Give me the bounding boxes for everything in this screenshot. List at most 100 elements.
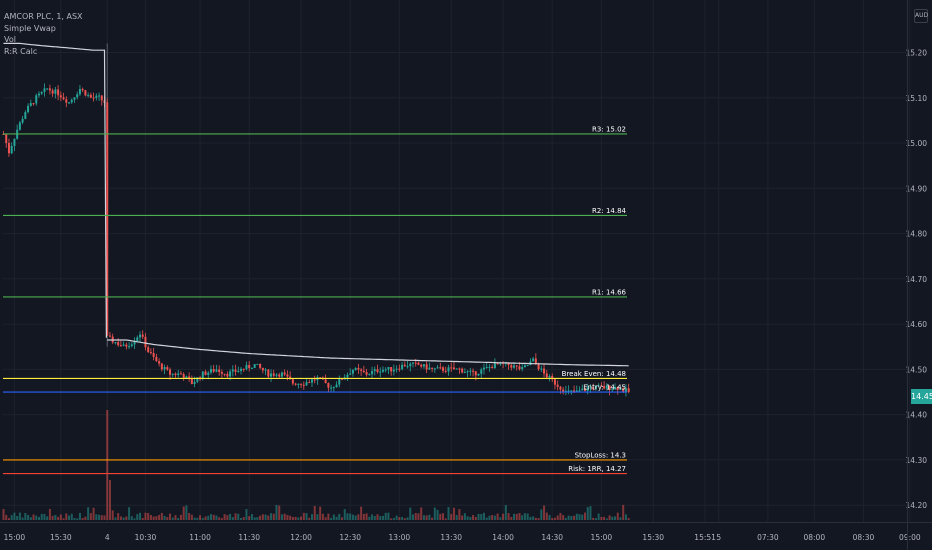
volume-bar [68, 515, 71, 520]
volume-bar [529, 516, 532, 520]
volume-bar [594, 518, 597, 520]
candle-body [48, 88, 51, 91]
volume-bar [76, 518, 79, 520]
candle-body [373, 369, 376, 371]
candle-body [406, 366, 409, 368]
candle-body [275, 374, 278, 376]
candle-body [614, 386, 617, 390]
volume-bar [357, 514, 360, 520]
time-tick-label: 5 [716, 533, 721, 542]
volume-bar [204, 516, 207, 520]
volume-bar [245, 509, 248, 520]
candle-body [575, 390, 578, 392]
candle-body [455, 368, 458, 370]
candle-body [160, 363, 163, 370]
volume-bar [259, 515, 262, 520]
candle-body [10, 145, 13, 154]
volume-bar [466, 516, 469, 520]
candle-body [207, 372, 210, 375]
candle-body [442, 367, 445, 371]
volume-bar [62, 518, 65, 520]
time-tick-label: 14:30 [541, 533, 563, 542]
candle-body [485, 366, 488, 368]
volume-bar [455, 515, 458, 520]
candle-body [414, 362, 417, 364]
candle-body [381, 369, 384, 372]
candle-body [122, 344, 125, 346]
candle-body [477, 373, 480, 376]
volume-bar [300, 516, 303, 520]
legend-symbol[interactable]: AMCOR PLC, 1, ASX [4, 12, 83, 21]
candle-body [264, 369, 267, 371]
volume-bar [573, 515, 576, 520]
candle-body [204, 371, 207, 375]
legend-indicator-vwap[interactable]: Simple Vwap [4, 23, 56, 33]
volume-bar [376, 514, 379, 520]
candle-body [594, 385, 597, 390]
candle-body [169, 369, 172, 375]
level-label-r2: R2: 14.84 [592, 207, 626, 215]
volume-bar [40, 513, 43, 520]
volume-bar [360, 506, 363, 520]
candle-body [130, 344, 133, 347]
candle-body [185, 376, 188, 379]
volume-bar [117, 513, 120, 520]
volume-bar [439, 513, 442, 520]
time-tick-label: 12:30 [339, 533, 361, 542]
volume-bar [270, 513, 273, 520]
candle-body [349, 373, 352, 375]
volume-bar [540, 509, 543, 520]
volume-bar [398, 517, 401, 520]
volume-bar [218, 517, 221, 520]
time-tick-label: 15:00 [591, 533, 613, 542]
candle-body [458, 368, 461, 370]
volume-bar [171, 517, 174, 520]
candle-body [108, 335, 111, 337]
volume-bar [119, 516, 122, 520]
volume-bar [581, 514, 584, 520]
volume-bar [122, 517, 125, 520]
candle-body [392, 369, 395, 372]
candle-body [469, 370, 472, 372]
volume-bar [513, 513, 516, 520]
candle-body [212, 369, 215, 372]
level-label-r3: R3: 15.02 [592, 125, 626, 133]
candle-body [463, 372, 466, 374]
candle-body [231, 369, 234, 372]
candle-body [128, 346, 131, 348]
level-label-risk: Risk: 1RR, 14.27 [568, 465, 626, 473]
level-label-stoploss: StopLoss: 14.3 [575, 451, 626, 459]
volume-bar [616, 512, 619, 520]
legend-indicator-volume[interactable]: Vol [4, 35, 16, 45]
volume-bar [158, 514, 161, 520]
volume-bar [160, 512, 163, 520]
volume-bar [152, 516, 155, 520]
volume-bar [341, 517, 344, 520]
volume-bar [351, 514, 354, 520]
volume-bar [10, 515, 13, 520]
volume-bar [575, 513, 578, 520]
candle-body [480, 369, 483, 374]
volume-bar [283, 513, 286, 520]
currency-button[interactable]: AUD [914, 9, 928, 23]
candle-body [171, 373, 174, 375]
candle-body [619, 388, 622, 390]
volume-bar [37, 516, 40, 520]
price-tick-label: 14.30 [906, 456, 928, 465]
candle-body [543, 368, 546, 374]
time-tick-label: 12:00 [290, 533, 312, 542]
candle-body [376, 369, 379, 373]
chart-grid [3, 0, 911, 522]
candle-body [523, 365, 526, 368]
time-tick-label: 15:51 [694, 533, 716, 542]
time-tick-label: 15:30 [642, 533, 664, 542]
price-tick-label: 14.50 [906, 365, 928, 374]
volume-bar [414, 513, 417, 520]
candle-body [248, 364, 251, 369]
candle-body [305, 382, 308, 386]
volume-bar [215, 515, 218, 520]
candle-body [302, 384, 305, 386]
volume-bar [182, 506, 185, 520]
legend-indicator-rr-calc[interactable]: R:R Calc [4, 47, 38, 57]
